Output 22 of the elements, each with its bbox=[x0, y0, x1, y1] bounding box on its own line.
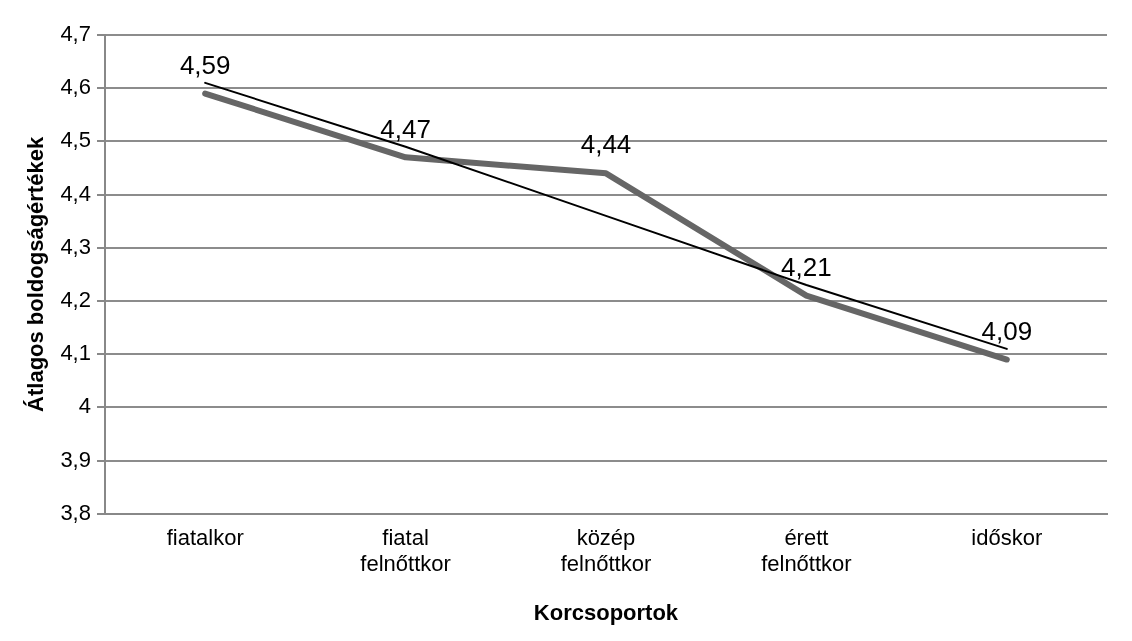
y-tick-label: 3,9 bbox=[60, 446, 91, 472]
y-tick-label: 3,8 bbox=[60, 499, 91, 525]
x-tick-label: érett felnőttkor bbox=[761, 525, 852, 577]
y-tick-label: 4,3 bbox=[60, 233, 91, 259]
x-tick-label: közép felnőttkor bbox=[560, 525, 652, 577]
y-tick-label: 4,5 bbox=[60, 127, 91, 153]
y-tick-label: 4,6 bbox=[60, 74, 91, 100]
data-label: 4,09 bbox=[981, 315, 1033, 346]
data-label: 4,47 bbox=[380, 113, 431, 144]
data-label: 4,44 bbox=[580, 129, 632, 160]
x-tick-label: időskor bbox=[971, 525, 1043, 551]
x-tick-label: fiatalkor bbox=[166, 525, 244, 551]
x-axis-title: Korcsoportok bbox=[533, 599, 679, 625]
y-tick-label: 4,1 bbox=[60, 340, 91, 366]
data-label: 4,21 bbox=[781, 251, 832, 282]
y-tick-label: 4,4 bbox=[60, 180, 91, 206]
y-tick-label: 4 bbox=[78, 393, 91, 419]
y-tick-label: 4,2 bbox=[60, 287, 91, 313]
y-tick-label: 4,7 bbox=[60, 21, 91, 47]
y-axis-title: Átlagos boldogságértékek bbox=[23, 136, 49, 412]
data-label: 4,59 bbox=[179, 49, 231, 80]
x-tick-label: fiatal felnőttkor bbox=[360, 525, 451, 577]
